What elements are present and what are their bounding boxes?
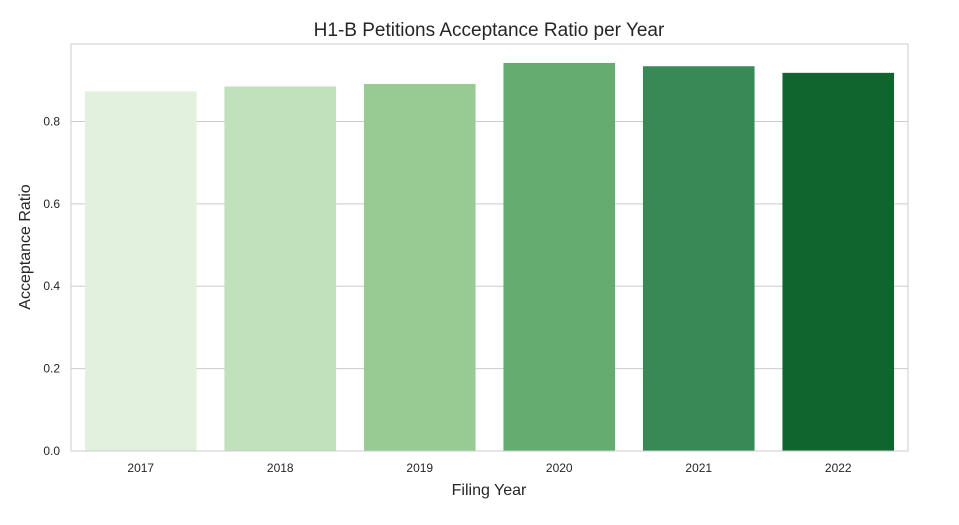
bar-2018 <box>224 86 337 451</box>
bar-2021 <box>642 66 755 452</box>
x-tick-label: 2019 <box>406 461 433 475</box>
bar-2019 <box>363 83 476 452</box>
y-tick-label: 0.6 <box>43 197 60 211</box>
y-axis-ticks: 0.0 0.2 0.4 0.6 0.8 <box>43 114 60 458</box>
y-axis-label: Acceptance Ratio <box>17 184 34 310</box>
y-tick-label: 0.4 <box>43 279 60 293</box>
x-tick-label: 2020 <box>546 461 573 475</box>
bar-2022 <box>782 72 895 451</box>
x-tick-label: 2022 <box>825 461 852 475</box>
y-tick-label: 0.2 <box>43 362 60 376</box>
x-axis-ticks: 2017 2018 2019 2020 2021 2022 <box>127 461 852 475</box>
x-tick-label: 2021 <box>685 461 712 475</box>
chart-title: H1-B Petitions Acceptance Ratio per Year <box>314 20 665 41</box>
y-tick-label: 0.0 <box>43 444 60 458</box>
bar-2020 <box>503 62 616 451</box>
x-axis-label: Filing Year <box>452 482 527 499</box>
y-tick-label: 0.8 <box>43 114 60 128</box>
bar-2017 <box>84 91 197 452</box>
plot-frame <box>70 43 909 452</box>
bars <box>84 62 895 452</box>
x-tick-label: 2017 <box>127 461 154 475</box>
x-tick-label: 2018 <box>267 461 294 475</box>
